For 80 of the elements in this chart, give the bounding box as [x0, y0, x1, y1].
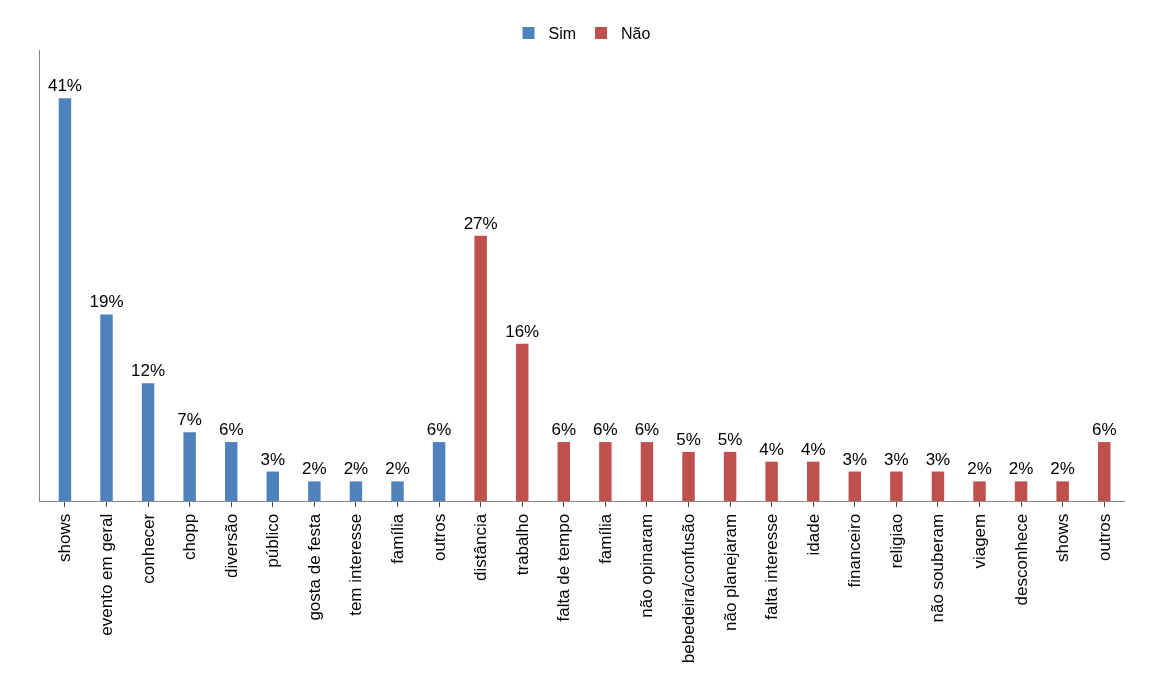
data-label: 4%	[759, 439, 784, 459]
data-label: 5%	[676, 429, 701, 449]
data-label: 6%	[1091, 420, 1117, 440]
data-label: 6%	[551, 420, 577, 440]
bar	[723, 451, 737, 501]
x-tick-label: gosta de festa	[304, 513, 324, 621]
data-label: 6%	[426, 420, 452, 440]
bar	[1097, 442, 1111, 501]
bar	[266, 471, 280, 501]
bar	[848, 471, 862, 501]
data-label: 19%	[89, 292, 124, 312]
x-tick-label: idade	[803, 513, 823, 556]
bar	[931, 471, 945, 501]
x-tick-label: tem interesse	[346, 513, 366, 616]
bar	[890, 471, 903, 501]
data-label: 4%	[800, 439, 826, 459]
legend-label: Não	[621, 25, 651, 43]
bar	[1056, 481, 1069, 501]
data-label: 7%	[177, 410, 202, 430]
x-tick-label: financeiro	[845, 513, 865, 588]
x-tick-label: família	[595, 513, 615, 564]
bar	[391, 481, 404, 501]
x-tick-label: não souberam	[928, 513, 948, 623]
x-tick-label: chopp	[180, 513, 200, 561]
bar	[141, 383, 155, 501]
x-tick-label: público	[263, 513, 283, 568]
x-tick-label: trabalho	[512, 513, 532, 576]
bar	[224, 442, 238, 501]
x-tick-label: conhecer	[138, 513, 158, 584]
x-tick-label: distância	[471, 513, 491, 581]
bar	[682, 451, 695, 501]
bar	[599, 442, 612, 501]
data-label: 12%	[131, 361, 166, 381]
bar	[765, 461, 778, 501]
data-label: 2%	[1008, 459, 1034, 479]
x-tick-label: bebedeira/confusão	[679, 513, 699, 664]
data-label: 2%	[1050, 459, 1075, 479]
data-label: 27%	[463, 213, 498, 233]
data-label: 3%	[884, 449, 909, 469]
data-label: 3%	[925, 449, 951, 469]
x-tick-label: desconhece	[1011, 513, 1031, 606]
bar	[349, 481, 363, 501]
data-label: 6%	[593, 420, 618, 440]
data-label: 6%	[218, 420, 244, 440]
bar	[640, 442, 654, 501]
data-label: 2%	[302, 459, 327, 479]
bar	[308, 481, 321, 501]
data-label: 3%	[260, 449, 286, 469]
x-tick-label: religiao	[886, 513, 906, 569]
data-label: 2%	[343, 459, 369, 479]
bar	[474, 235, 487, 501]
x-tick-label: viagem	[970, 513, 990, 569]
x-tick-label: falta interesse	[762, 513, 782, 620]
x-tick-label: evento em geral	[97, 513, 117, 636]
bar	[100, 314, 113, 501]
x-tick-label: outros	[1094, 513, 1114, 562]
bar	[557, 442, 571, 501]
data-label: 6%	[634, 420, 660, 440]
bar	[183, 432, 196, 501]
data-label: 2%	[385, 459, 410, 479]
bar	[973, 481, 986, 501]
data-label: 3%	[842, 449, 868, 469]
data-label: 16%	[505, 321, 540, 341]
data-label: 2%	[967, 459, 992, 479]
x-tick-label: outros	[429, 513, 449, 562]
bar	[1014, 481, 1028, 501]
legend-label: Sim	[548, 25, 577, 43]
bar	[432, 442, 446, 501]
x-tick-label: família	[388, 513, 408, 564]
x-tick-label: não planejaram	[720, 513, 740, 631]
bar	[515, 343, 529, 501]
x-tick-label: falta de tempo	[554, 513, 574, 622]
x-tick-label: diversão	[221, 513, 241, 579]
bar	[806, 461, 820, 501]
data-label: 41%	[47, 76, 82, 96]
x-tick-label: shows	[55, 513, 75, 562]
x-tick-label: não opinaram	[637, 513, 657, 618]
data-label: 5%	[717, 429, 743, 449]
x-tick-label: shows	[1053, 513, 1073, 562]
bar	[58, 98, 72, 501]
